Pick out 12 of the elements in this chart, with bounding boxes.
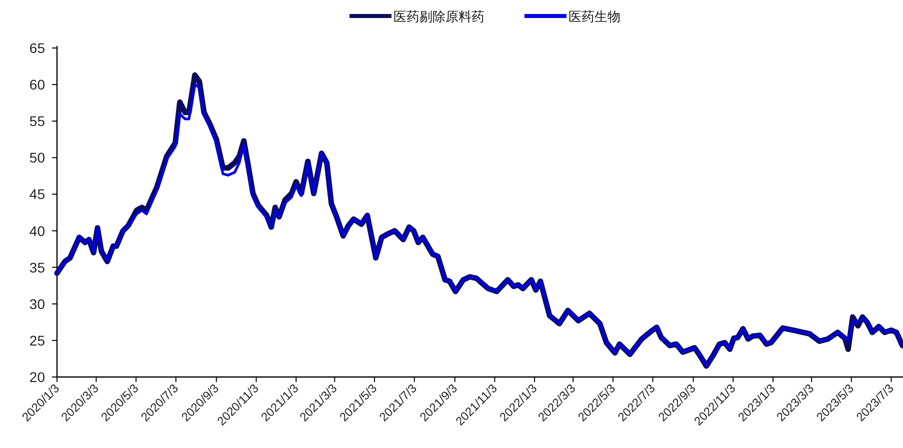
y-tick-label: 20 <box>29 369 46 385</box>
y-tick-label: 65 <box>29 40 46 56</box>
y-tick-label: 25 <box>29 332 46 348</box>
y-tick-label: 35 <box>29 259 46 276</box>
y-tick-label: 30 <box>29 296 46 312</box>
legend-label: 医药生物 <box>568 9 620 24</box>
legend-label: 医药剔除原料药 <box>394 9 484 24</box>
y-tick-label: 55 <box>29 113 46 130</box>
y-tick-label: 50 <box>29 150 46 166</box>
y-tick-label: 60 <box>29 76 46 93</box>
y-tick-label: 40 <box>29 222 46 239</box>
y-tick-label: 45 <box>29 186 46 202</box>
